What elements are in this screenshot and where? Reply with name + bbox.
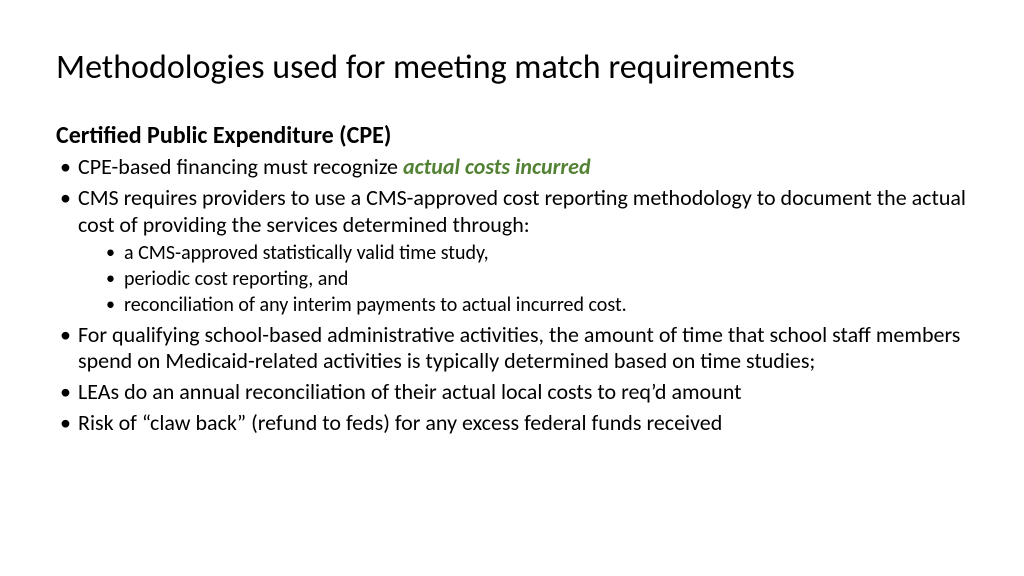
bullet-text: CMS requires providers to use a CMS-appr… <box>78 184 966 238</box>
bullet-text: For qualifying school-based administrati… <box>78 321 960 375</box>
bullet-text: Risk of “claw back” (refund to feds) for… <box>78 409 722 436</box>
bullet-text-pre: CPE-based financing must recognize <box>78 153 403 180</box>
bullet-text: LEAs do an annual reconciliation of thei… <box>78 378 741 405</box>
slide-title: Methodologies used for meeting match req… <box>56 48 968 87</box>
bullet-item: Risk of “claw back” (refund to feds) for… <box>56 410 968 437</box>
bullet-item: For qualifying school-based administrati… <box>56 322 968 376</box>
slide: Methodologies used for meeting match req… <box>0 0 1024 576</box>
bullet-item: LEAs do an annual reconciliation of thei… <box>56 379 968 406</box>
slide-subtitle: Certified Public Expenditure (CPE) <box>56 121 968 150</box>
emphasis-green: actual costs incurred <box>403 153 591 180</box>
sub-bullet-item: reconciliation of any interim payments t… <box>106 293 968 318</box>
sub-bullet-item: a CMS-approved statistically valid time … <box>106 241 968 266</box>
sub-bullet-list: a CMS-approved statistically valid time … <box>78 241 968 318</box>
bullet-item: CPE-based financing must recognize actua… <box>56 154 968 181</box>
bullet-list: CPE-based financing must recognize actua… <box>56 154 968 437</box>
bullet-item: CMS requires providers to use a CMS-appr… <box>56 185 968 318</box>
sub-bullet-item: periodic cost reporting, and <box>106 267 968 292</box>
